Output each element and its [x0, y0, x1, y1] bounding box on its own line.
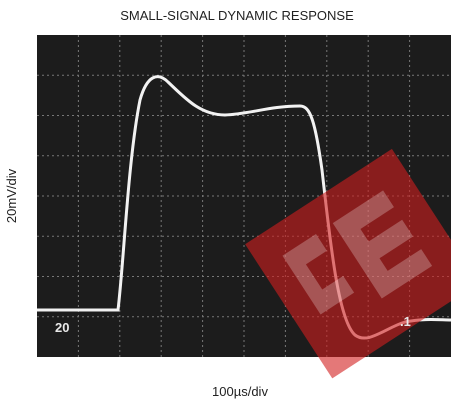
- watermark-logo: [282, 190, 433, 315]
- screen-left-label: 20: [55, 320, 69, 335]
- title: SMALL-SIGNAL DYNAMIC RESPONSE: [120, 8, 354, 23]
- x-axis-label: 100µs/div: [212, 384, 268, 399]
- watermark-square: [245, 148, 451, 379]
- y-axis-label: 20mV/div: [4, 168, 19, 223]
- watermark: [245, 148, 451, 379]
- screen-right-label: .1: [400, 314, 411, 329]
